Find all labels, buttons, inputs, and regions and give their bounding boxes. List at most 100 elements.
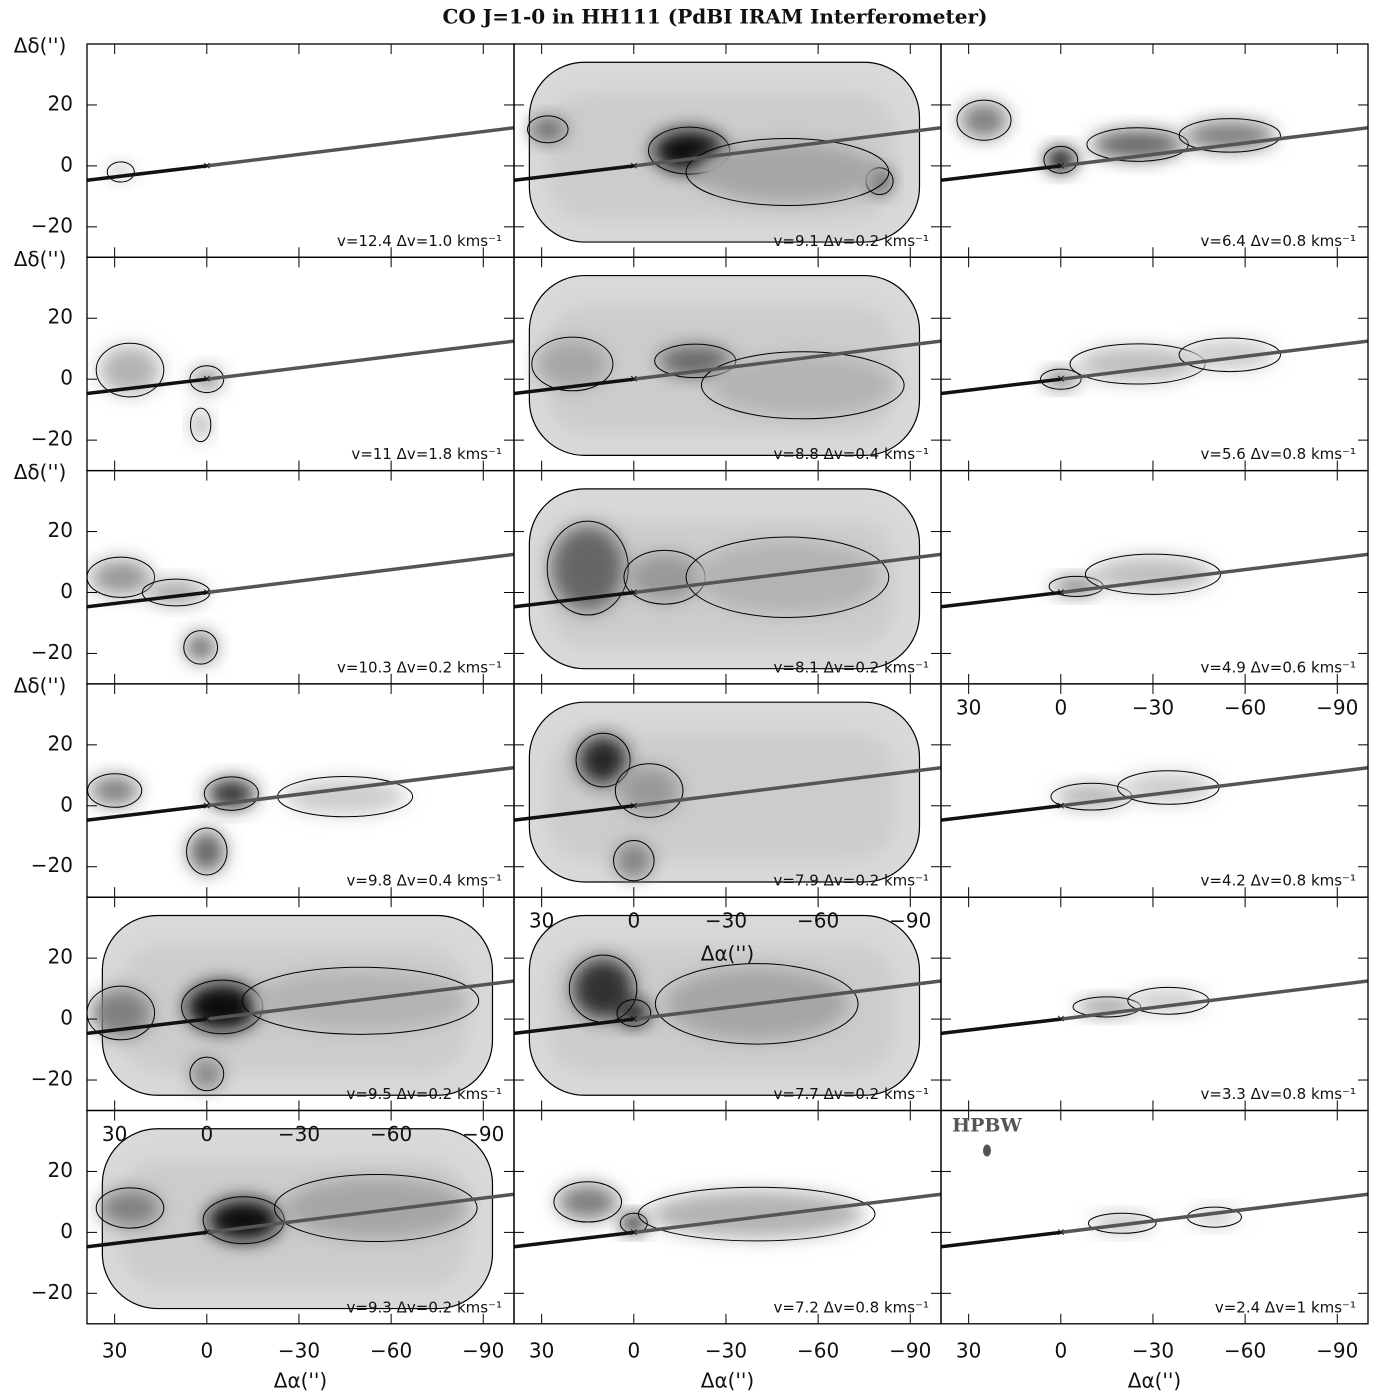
emission-blob <box>99 1190 160 1227</box>
y-tick-label: −20 <box>31 213 73 237</box>
source-marker: × <box>202 585 211 598</box>
emission-blob <box>695 541 879 614</box>
x-tick-label: −90 <box>1316 695 1358 719</box>
x-tick-label: −30 <box>278 1338 320 1362</box>
panel: × <box>941 338 1368 393</box>
x-axis-label: Δα('') <box>1128 1368 1181 1392</box>
jet-axis <box>87 806 207 820</box>
source-marker: × <box>1056 585 1065 598</box>
source-marker: × <box>1056 799 1065 812</box>
beam <box>983 1145 991 1157</box>
jet-axis <box>941 166 1061 180</box>
x-tick-label: −60 <box>370 1338 412 1362</box>
panel-frame <box>87 44 514 257</box>
y-tick-label: −20 <box>31 640 73 664</box>
emission-blob <box>695 142 879 203</box>
channel-label: v=3.3 Δv=0.8 kms⁻¹ <box>1201 1085 1356 1103</box>
channel-label: v=8.1 Δv=0.2 kms⁻¹ <box>774 658 929 676</box>
y-tick-label: 20 <box>48 305 73 329</box>
jet-axis <box>941 1232 1061 1246</box>
x-tick-label: −60 <box>797 1338 839 1362</box>
jet-axis <box>1061 1194 1368 1232</box>
jet-axis <box>941 806 1061 820</box>
y-tick-label: 20 <box>48 945 73 969</box>
x-tick-label: −60 <box>797 909 839 933</box>
x-tick-label: 30 <box>956 695 981 719</box>
beam-label: HPBW <box>952 1115 1022 1137</box>
y-axis-label: Δδ('') <box>14 34 67 58</box>
panel: × <box>87 768 514 875</box>
jet-axis <box>941 592 1061 606</box>
source-marker: × <box>629 799 638 812</box>
channel-label: v=5.6 Δv=0.8 kms⁻¹ <box>1201 445 1356 463</box>
x-tick-label: 30 <box>102 1122 127 1146</box>
source-marker: × <box>1056 372 1065 385</box>
channel-label: v=6.4 Δv=0.8 kms⁻¹ <box>1201 232 1356 250</box>
emission-blob <box>185 632 216 662</box>
x-tick-label: 0 <box>627 909 640 933</box>
jet-axis <box>207 341 514 379</box>
x-tick-label: 0 <box>1054 695 1067 719</box>
y-tick-label: 0 <box>60 792 73 816</box>
x-axis-label: Δα('') <box>701 942 754 966</box>
channel-label: v=9.8 Δv=0.4 kms⁻¹ <box>347 872 502 890</box>
figure: CO J=1-0 in HH111 (PdBI IRAM Interferome… <box>0 0 1377 1397</box>
x-tick-label: 0 <box>627 1338 640 1362</box>
source-marker: × <box>202 1012 211 1025</box>
panel: × <box>941 768 1368 820</box>
x-axis-label: Δα('') <box>274 1368 327 1392</box>
y-axis-label: Δδ('') <box>14 460 67 484</box>
channel-label: v=4.9 Δv=0.6 kms⁻¹ <box>1201 658 1356 676</box>
source-marker: × <box>629 585 638 598</box>
channel-label: v=7.2 Δv=0.8 kms⁻¹ <box>774 1298 929 1316</box>
source-marker: × <box>1056 1012 1065 1025</box>
source-marker: × <box>202 799 211 812</box>
panel: × <box>514 489 941 669</box>
x-tick-label: −60 <box>1224 695 1266 719</box>
emission-blob <box>959 102 1008 139</box>
panel: × <box>514 276 941 456</box>
jet-axis <box>514 1232 634 1246</box>
y-tick-label: 0 <box>60 152 73 176</box>
emission-blob <box>557 1184 618 1221</box>
source-marker: × <box>202 1225 211 1238</box>
channel-label: v=7.7 Δv=0.2 kms⁻¹ <box>774 1085 929 1103</box>
y-axis-label: Δδ('') <box>14 673 67 697</box>
channel-label: v=10.3 Δv=0.2 kms⁻¹ <box>337 658 502 676</box>
channel-label: v=9.1 Δv=0.2 kms⁻¹ <box>774 232 929 250</box>
x-tick-label: −90 <box>889 1338 931 1362</box>
emission-blob <box>649 1190 864 1239</box>
channel-label: v=9.5 Δv=0.2 kms⁻¹ <box>347 1085 502 1103</box>
emission-blob <box>191 410 209 440</box>
emission-blob <box>284 1178 468 1239</box>
emission-blob <box>188 830 225 873</box>
emission-blob <box>191 1059 222 1089</box>
panel: × <box>514 62 941 242</box>
emission-blob <box>536 340 610 389</box>
x-tick-label: −60 <box>1224 1338 1266 1362</box>
panel: × <box>87 128 514 182</box>
source-marker: × <box>1056 1225 1065 1238</box>
x-tick-label: 30 <box>529 909 554 933</box>
y-axis-label: Δδ('') <box>14 247 67 271</box>
jet-axis <box>941 379 1061 393</box>
y-tick-label: −20 <box>31 1280 73 1304</box>
source-marker: × <box>1056 159 1065 172</box>
emission-blob <box>90 775 139 805</box>
x-tick-label: −90 <box>462 1338 504 1362</box>
y-tick-label: 20 <box>48 1158 73 1182</box>
source-marker: × <box>202 372 211 385</box>
x-tick-label: 0 <box>200 1338 213 1362</box>
x-tick-label: −30 <box>705 1338 747 1362</box>
emission-blob <box>615 842 652 879</box>
channel-label: v=12.4 Δv=1.0 kms⁻¹ <box>337 232 502 250</box>
x-tick-label: −30 <box>705 909 747 933</box>
panel: × <box>87 915 514 1095</box>
channel-label: v=9.3 Δv=0.2 kms⁻¹ <box>347 1298 502 1316</box>
x-tick-label: −90 <box>1316 1338 1358 1362</box>
panel: × <box>87 341 514 442</box>
panel: × <box>941 1194 1368 1246</box>
emission-blob <box>529 117 566 141</box>
panel: × <box>87 554 514 664</box>
y-tick-label: 20 <box>48 91 73 115</box>
